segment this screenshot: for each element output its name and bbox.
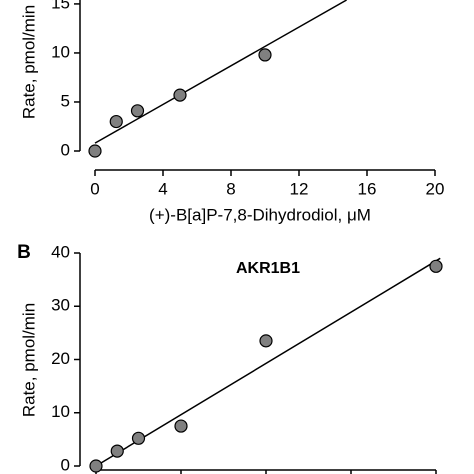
y-tick-label: 0 (61, 455, 70, 474)
x-tick-label: 12 (290, 179, 309, 198)
fit-line (94, 0, 347, 144)
data-point (131, 431, 146, 445)
fit-line (95, 257, 441, 467)
panel-label: B (17, 242, 31, 263)
x-tick-label: 8 (226, 179, 235, 198)
data-point (130, 104, 145, 118)
y-tick-label: 30 (51, 296, 70, 315)
y-tick-label: 0 (61, 140, 70, 159)
y-axis-label: Rate, pmol/min (19, 5, 38, 119)
data-point (259, 334, 273, 348)
data-point (174, 419, 188, 433)
y-tick-label: 5 (61, 91, 70, 110)
data-point (110, 444, 124, 458)
x-tick-label: 16 (358, 179, 377, 198)
y-tick-label: 15 (51, 0, 70, 12)
data-point (89, 459, 103, 473)
x-tick-label: 4 (158, 179, 167, 198)
y-tick-label: 40 (51, 242, 70, 261)
data-point (173, 88, 187, 102)
y-axis-label: Rate, pmol/min (19, 303, 38, 417)
y-tick-label: 10 (51, 402, 70, 421)
chart-title: AKR1B1 (236, 260, 300, 277)
data-point (429, 259, 443, 273)
data-point (88, 144, 102, 158)
x-tick-label: 0 (90, 179, 99, 198)
x-axis-label: (+)-B[a]P-7,8-Dihydrodiol, μM (149, 205, 371, 224)
y-tick-label: 20 (51, 349, 70, 368)
data-point (109, 114, 123, 129)
y-tick-label: 10 (51, 42, 70, 61)
data-point (258, 48, 272, 62)
x-tick-label: 20 (426, 179, 445, 198)
